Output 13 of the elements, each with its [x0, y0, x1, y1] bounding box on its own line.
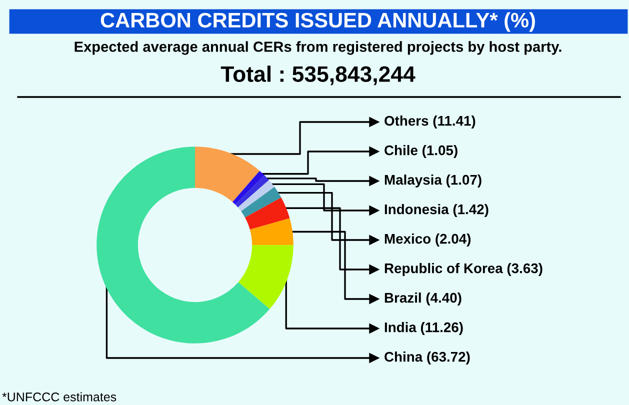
slice-label: Indonesia (1.42): [384, 204, 488, 217]
slice-label: India (11.26): [384, 322, 463, 335]
chart-title: CARBON CREDITS ISSUED ANNUALLY* (%): [100, 12, 535, 32]
chart-subtitle: Expected average annual CERs from registered projects by host party.: [74, 41, 562, 55]
slice-label: Chile (1.05): [384, 145, 458, 158]
text: *UNFCCC estimates: [2, 392, 116, 402]
slice-label: Brazil (4.40): [384, 292, 462, 306]
text: Total : 535,843,244: [220, 66, 416, 86]
slice-label: Malaysia (1.07): [384, 174, 482, 188]
slice-label: Others (11.41): [384, 116, 476, 128]
slice-label: Mexico (2.04): [384, 234, 471, 246]
slice-label: Republic of Korea (3.63): [384, 263, 542, 276]
slice-label: China (63.72): [384, 352, 470, 364]
